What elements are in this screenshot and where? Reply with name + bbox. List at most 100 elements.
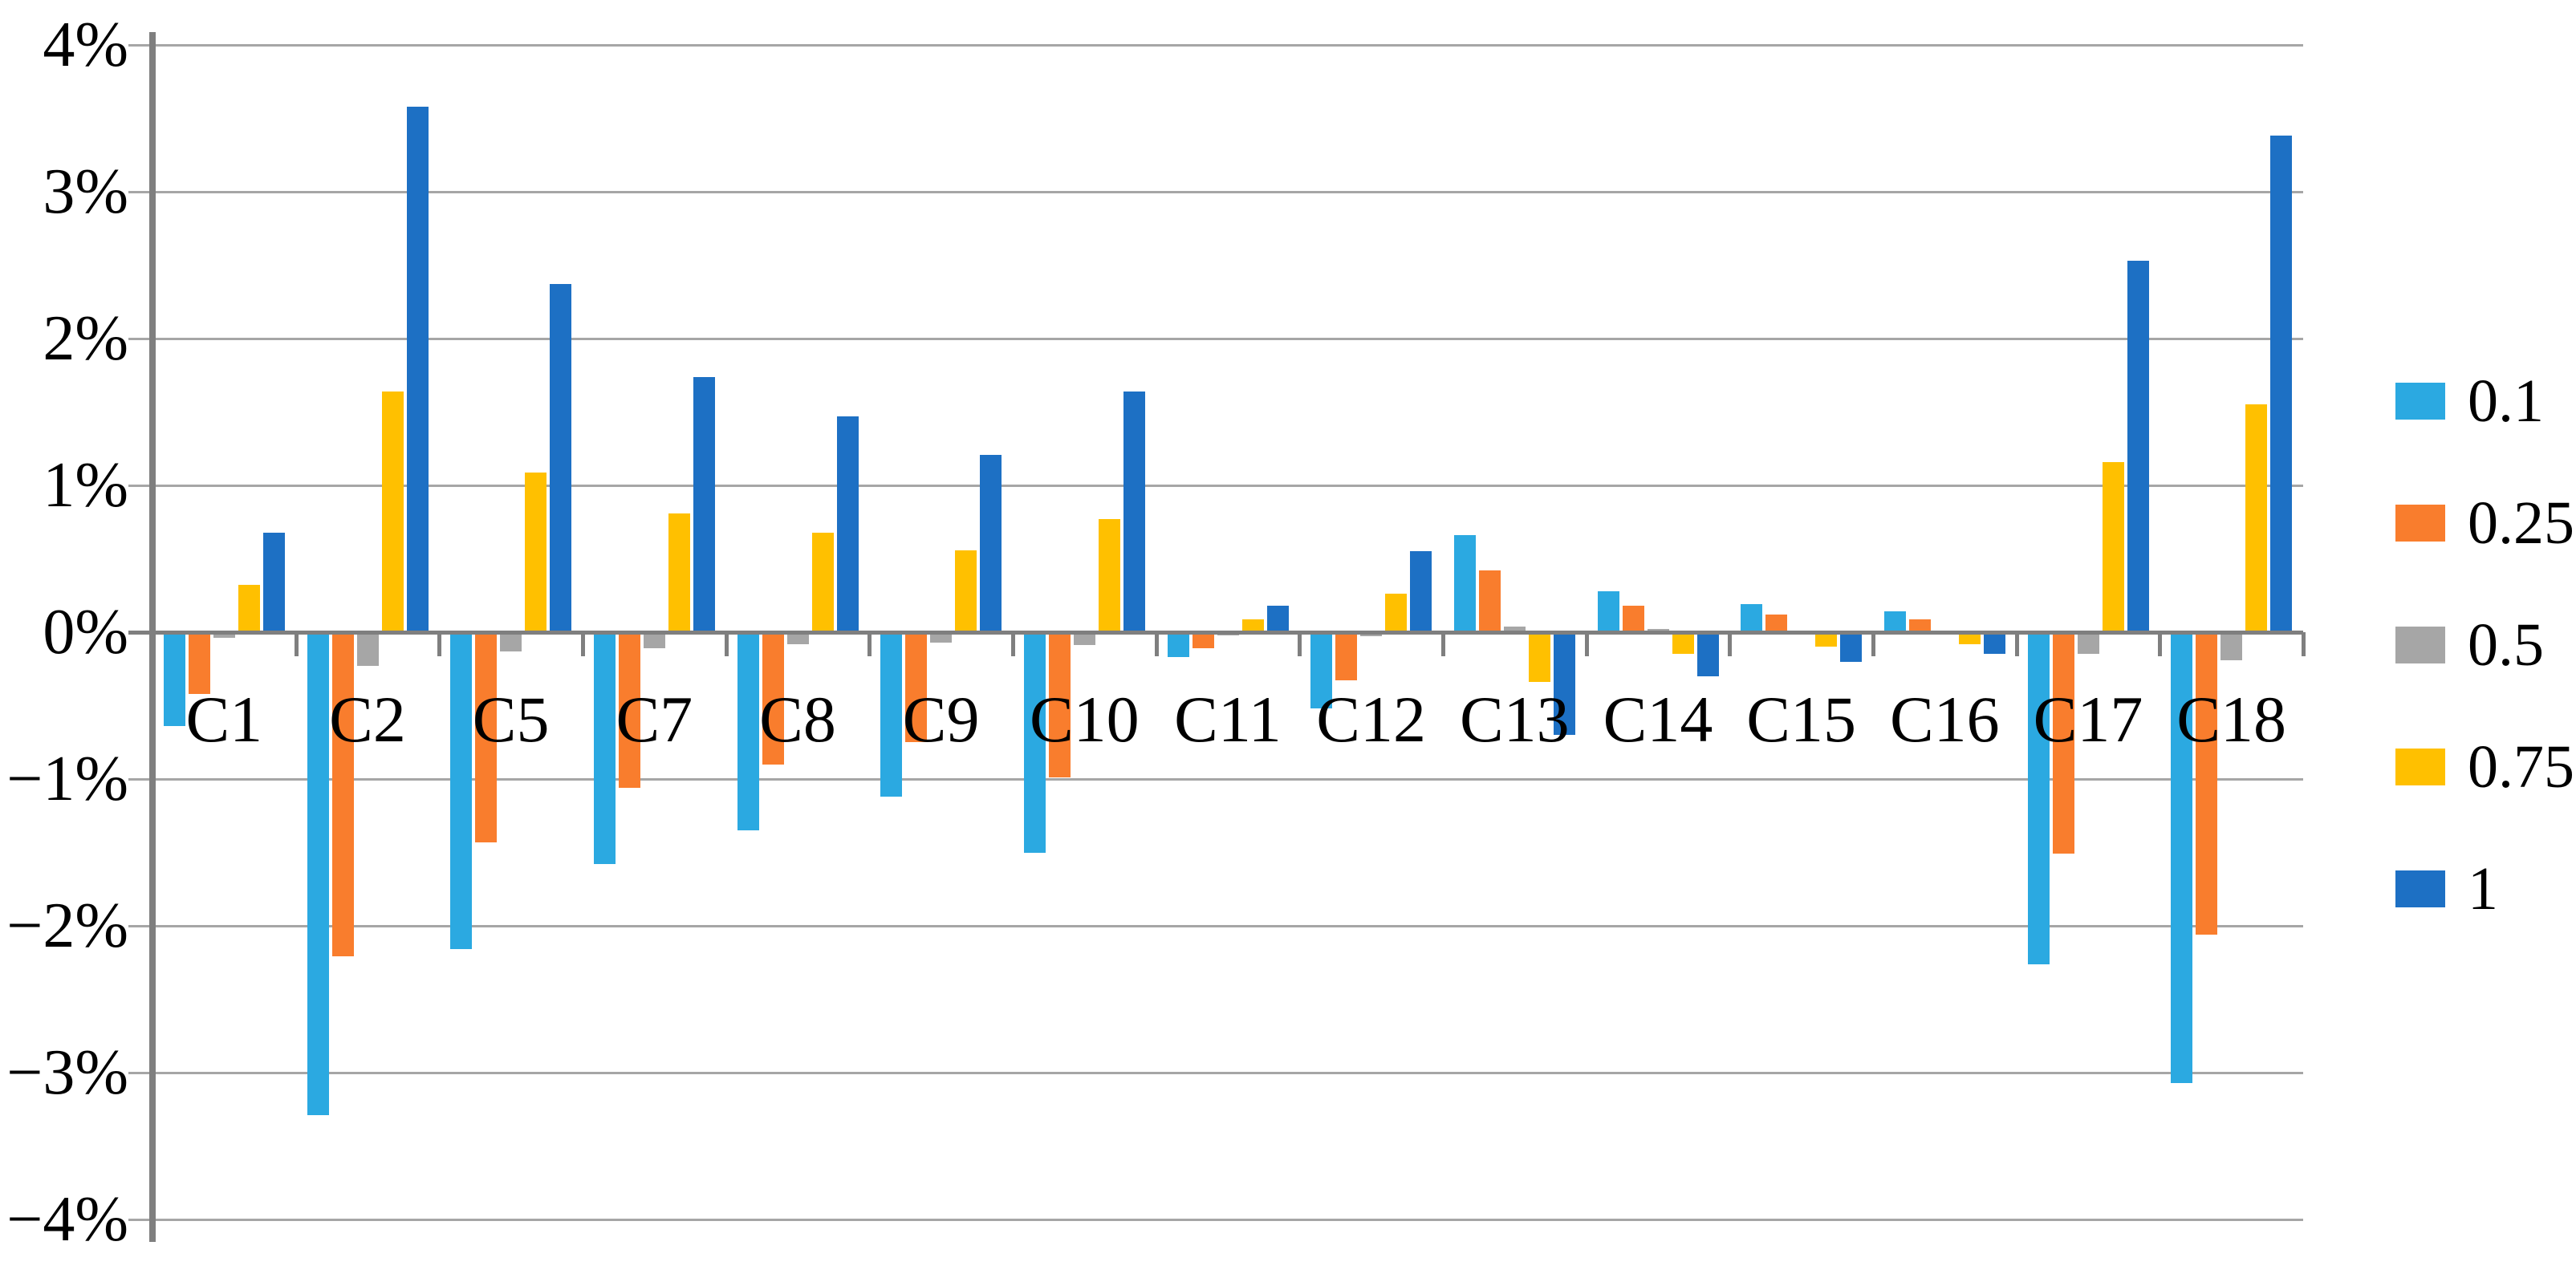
legend-label: 0.5 (2468, 611, 2544, 679)
category-label-c2: C2 (329, 683, 406, 756)
gridline-1% (128, 485, 2303, 487)
category-label-c13: C13 (1459, 683, 1570, 756)
bar-c11-series-0.1 (1167, 632, 1189, 658)
y-axis-tick-label: −3% (6, 1037, 128, 1108)
x-axis-tick (2158, 632, 2163, 656)
bar-c7-series-0.75 (668, 513, 690, 632)
bar-c9-series-0.25 (905, 632, 928, 743)
y-axis-tick-label: 0% (43, 597, 128, 667)
bar-c11-series-1 (1266, 606, 1289, 632)
gridline-−1% (128, 778, 2303, 781)
gridline-4% (128, 44, 2303, 47)
x-axis-tick (1871, 632, 1875, 656)
bar-c2-series-0.25 (331, 632, 354, 957)
x-axis-tick (1584, 632, 1589, 656)
gridline-2% (128, 338, 2303, 340)
bar-c13-series-0.25 (1478, 570, 1501, 632)
legend-swatch-icon (2395, 627, 2445, 663)
x-axis-tick (1154, 632, 1159, 656)
x-axis-tick (724, 632, 729, 656)
bar-c12-series-1 (1410, 551, 1432, 632)
bar-c10-series-0.1 (1023, 632, 1046, 853)
category-label-c7: C7 (616, 683, 693, 756)
y-axis-tick-label: −4% (6, 1184, 128, 1255)
bar-c12-series-0.75 (1385, 594, 1408, 632)
bar-c14-series-1 (1696, 632, 1719, 676)
bar-c16-series-0.75 (1958, 632, 1981, 644)
bar-c16-series-0.25 (1908, 619, 1931, 632)
category-label-c5: C5 (472, 683, 550, 756)
bar-c17-series-0.75 (2102, 461, 2124, 632)
x-axis-tick (1441, 632, 1445, 656)
bar-c14-series-0.1 (1597, 590, 1619, 632)
bar-c17-series-0.1 (2027, 632, 2050, 964)
bar-c13-series-1 (1553, 632, 1575, 736)
bar-c15-series-0.1 (1741, 604, 1763, 632)
bar-c5-series-0.25 (475, 632, 498, 842)
bar-c9-series-0.1 (880, 632, 903, 797)
bar-c12-series-0.25 (1335, 632, 1358, 681)
bar-c1-series-1 (262, 532, 285, 632)
x-axis-tick (1728, 632, 1733, 656)
x-axis-tick (2014, 632, 2019, 656)
bar-c18-series-0.1 (2171, 632, 2193, 1083)
legend-item-0.75: 0.75 (2395, 736, 2574, 797)
bar-c13-series-0.75 (1528, 632, 1550, 683)
gridline-−4% (128, 1219, 2303, 1221)
bar-c17-series-0.5 (2077, 632, 2099, 655)
legend-label: 0.75 (2468, 733, 2574, 801)
y-axis-tick-label: 1% (43, 450, 128, 521)
bar-c2-series-0.75 (381, 391, 404, 632)
bar-c10-series-1 (1123, 391, 1145, 632)
bar-c11-series-0.75 (1241, 619, 1264, 632)
category-label-c15: C15 (1746, 683, 1856, 756)
x-axis-line (128, 631, 2303, 635)
legend-swatch-icon (2395, 383, 2445, 420)
bar-c10-series-0.75 (1098, 519, 1120, 632)
category-label-c11: C11 (1174, 683, 1282, 756)
bar-c2-series-0.1 (307, 632, 329, 1116)
gridline-−3% (128, 1072, 2303, 1074)
bar-c14-series-0.25 (1622, 606, 1644, 632)
x-axis-tick (1298, 632, 1302, 656)
bar-c9-series-0.75 (955, 550, 977, 632)
bar-c9-series-1 (980, 454, 1002, 632)
bar-c8-series-0.1 (737, 632, 759, 831)
bar-c1-series-0.25 (188, 632, 210, 694)
bar-c2-series-0.5 (356, 632, 379, 667)
bar-c7-series-0.5 (643, 632, 665, 649)
category-label-c14: C14 (1603, 683, 1713, 756)
bar-c14-series-0.75 (1672, 632, 1694, 655)
y-axis-tick-label: 4% (43, 10, 128, 80)
bar-c1-series-0.75 (238, 585, 260, 632)
legend-swatch-icon (2395, 749, 2445, 785)
y-axis-tick-label: −1% (6, 744, 128, 814)
bar-c15-series-0.75 (1815, 632, 1838, 647)
bar-c18-series-1 (2270, 136, 2293, 632)
bar-c13-series-0.1 (1453, 535, 1476, 632)
category-label-c1: C1 (185, 683, 263, 756)
bar-c16-series-0.1 (1883, 611, 1906, 632)
bar-c5-series-0.1 (450, 632, 473, 950)
legend-label: 0.1 (2468, 367, 2544, 435)
bar-c18-series-0.75 (2245, 404, 2268, 632)
bar-c13-series-0.5 (1503, 626, 1526, 632)
category-label-c8: C8 (759, 683, 836, 756)
bar-c15-series-0.25 (1765, 615, 1788, 632)
category-label-c16: C16 (1889, 683, 2000, 756)
bar-c1-series-0.1 (163, 632, 185, 727)
bar-c7-series-0.1 (593, 632, 616, 865)
legend-swatch-icon (2395, 505, 2445, 542)
x-axis-tick (2302, 632, 2306, 656)
bar-c9-series-0.5 (930, 632, 953, 643)
bar-c10-series-0.25 (1048, 632, 1071, 778)
x-axis-tick (1011, 632, 1015, 656)
bar-c8-series-0.5 (786, 632, 809, 644)
bar-c16-series-1 (1983, 632, 2005, 655)
bar-c2-series-1 (406, 106, 429, 632)
legend-item-0.25: 0.25 (2395, 493, 2574, 554)
bar-c1-series-0.5 (213, 632, 235, 639)
bar-c17-series-1 (2127, 261, 2149, 632)
category-label-c17: C17 (2033, 683, 2143, 756)
